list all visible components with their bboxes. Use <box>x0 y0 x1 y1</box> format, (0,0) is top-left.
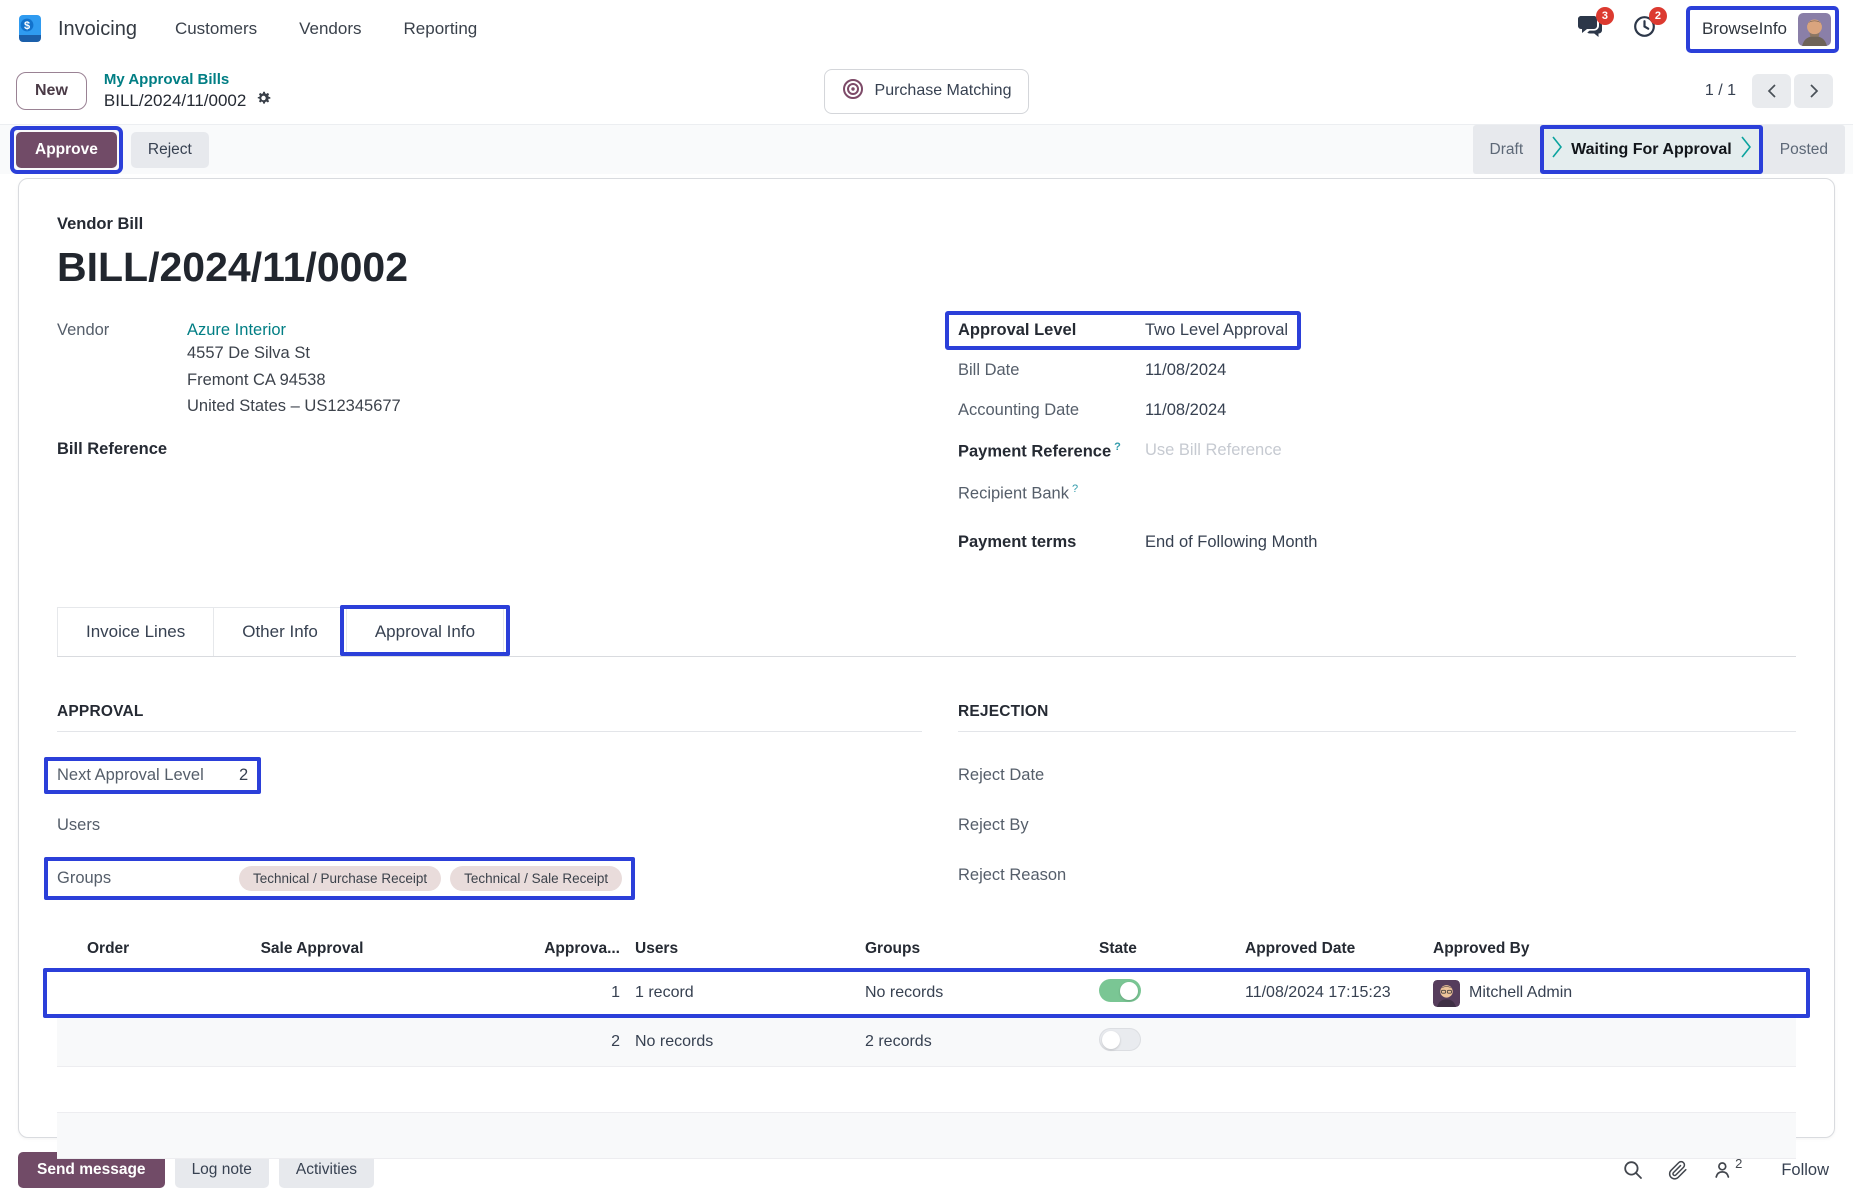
approve-button[interactable]: Approve <box>16 131 117 168</box>
payment-reference-input[interactable]: Use Bill Reference <box>1145 441 1282 459</box>
state-toggle[interactable] <box>1099 1028 1141 1051</box>
document-type-label: Vendor Bill <box>57 215 144 233</box>
user-name: BrowseInfo <box>1701 19 1787 38</box>
menu-reporting[interactable]: Reporting <box>403 19 478 38</box>
approval-section: APPROVAL Next Approval Level 2 Users Gro… <box>43 703 922 916</box>
next-approval-level-field: Next Approval Level 2 <box>43 757 262 794</box>
approved-by-name: Mitchell Admin <box>1469 984 1573 1001</box>
user-avatar <box>1798 12 1831 46</box>
payment-terms-value[interactable]: End of Following Month <box>1145 533 1318 551</box>
approval-level-field: Approval Level Two Level Approval <box>944 311 1302 350</box>
messages-badge: 3 <box>1595 7 1614 25</box>
users-label: Users <box>57 816 101 834</box>
state-toggle[interactable] <box>1099 979 1141 1002</box>
breadcrumb: My Approval Bills BILL/2024/11/0002 <box>104 70 272 113</box>
main-menu: Customers Vendors Reporting <box>175 19 477 39</box>
table-row[interactable]: 1 1 record No records 11/08/2024 17:15:2… <box>43 968 1810 1018</box>
reject-button[interactable]: Reject <box>130 131 209 168</box>
tab-approval-info[interactable]: Approval Info <box>339 605 511 656</box>
bullseye-icon <box>842 78 864 105</box>
tab-other-info[interactable]: Other Info <box>213 607 346 656</box>
pager-previous-button[interactable] <box>1752 74 1791 108</box>
group-tag: Technical / Sale Receipt <box>450 866 623 891</box>
bill-date-label: Bill Date <box>958 361 1020 379</box>
rejection-section-title: REJECTION <box>958 703 1796 732</box>
approval-section-title: APPROVAL <box>57 703 922 732</box>
svg-text:$: $ <box>24 20 30 32</box>
app-menu-invoicing[interactable]: Invoicing <box>58 17 137 40</box>
vendor-address: 4557 De Silva St Fremont CA 94538 United… <box>187 344 401 416</box>
table-row[interactable]: 2 No records 2 records <box>57 1018 1796 1067</box>
accounting-date-value[interactable]: 11/08/2024 <box>1145 401 1227 419</box>
accounting-date-label: Accounting Date <box>958 401 1080 419</box>
bill-right-column: Approval Level Two Level Approval Bill D… <box>944 311 1796 573</box>
reject-date-label: Reject Date <box>958 766 1045 784</box>
messages-button[interactable]: 3 <box>1577 7 1614 43</box>
recipient-bank-label: Recipient Bank? <box>958 482 1079 503</box>
form-sheet: Vendor Bill BILL/2024/11/0002 Vendor Azu… <box>18 178 1835 1159</box>
status-step-waiting-for-approval[interactable]: Waiting For Approval <box>1540 125 1763 174</box>
user-menu[interactable]: BrowseInfo <box>1685 5 1839 53</box>
rejection-section: REJECTION Reject Date Reject By Reject R… <box>958 703 1796 916</box>
search-messages-icon[interactable] <box>1623 1160 1643 1180</box>
activities-badge: 2 <box>1648 7 1667 25</box>
tab-invoice-lines[interactable]: Invoice Lines <box>57 607 214 656</box>
next-approval-level-value[interactable]: 2 <box>239 766 249 784</box>
table-empty-row <box>57 1067 1796 1113</box>
new-button[interactable]: New <box>16 72 87 110</box>
clock-icon <box>1633 15 1656 43</box>
purchase-matching-button[interactable]: Purchase Matching <box>823 68 1030 114</box>
pager-counter: 1 / 1 <box>1704 82 1736 99</box>
groups-label: Groups <box>57 869 112 887</box>
table-header: Order Sale Approval Approva... Users Gro… <box>57 940 1796 969</box>
next-approval-level-label: Next Approval Level <box>57 766 204 784</box>
bill-reference-label: Bill Reference <box>57 440 168 459</box>
statusbar: Draft Waiting For Approval Posted <box>1472 125 1845 174</box>
annotation-highlight: Approve <box>10 125 123 174</box>
approval-level-label: Approval Level <box>958 321 1077 339</box>
vendor-link[interactable]: Azure Interior <box>187 321 287 339</box>
bill-number-heading: BILL/2024/11/0002 <box>57 244 409 290</box>
group-tag: Technical / Purchase Receipt <box>239 866 442 891</box>
approved-by-avatar <box>1433 979 1460 1007</box>
attachments-icon[interactable] <box>1668 1160 1688 1181</box>
reject-by-label: Reject By <box>958 816 1029 834</box>
vendor-label: Vendor <box>57 321 110 339</box>
approval-lines-table: Order Sale Approval Approva... Users Gro… <box>43 940 1810 1159</box>
menu-vendors[interactable]: Vendors <box>299 19 362 38</box>
gear-icon[interactable] <box>255 89 272 112</box>
follow-button[interactable]: Follow <box>1781 1160 1829 1179</box>
table-empty-row <box>57 1113 1796 1159</box>
control-panel: New My Approval Bills BILL/2024/11/0002 … <box>0 58 1853 124</box>
chevron-right-icon <box>1552 135 1563 164</box>
help-icon[interactable]: ? <box>1114 441 1121 453</box>
top-navbar: $ Invoicing Customers Vendors Reporting … <box>0 0 1853 58</box>
chevron-right-icon <box>1741 135 1751 164</box>
pager-next-button[interactable] <box>1794 74 1833 108</box>
chat-icon <box>1577 15 1603 43</box>
payment-terms-label: Payment terms <box>958 533 1077 551</box>
status-step-draft[interactable]: Draft <box>1489 140 1524 158</box>
menu-customers[interactable]: Customers <box>174 19 258 38</box>
status-row: Approve Reject Draft Waiting For Approva… <box>0 124 1853 174</box>
approval-level-value[interactable]: Two Level Approval <box>1145 321 1289 339</box>
help-icon[interactable]: ? <box>1071 482 1079 495</box>
followers-icon[interactable]: 2 <box>1713 1156 1742 1180</box>
groups-field: Groups Technical / Purchase Receipt Tech… <box>43 857 636 900</box>
notebook-tabs: Invoice Lines Other Info Approval Info <box>57 605 1796 657</box>
reject-reason-label: Reject Reason <box>958 866 1067 884</box>
breadcrumb-parent[interactable]: My Approval Bills <box>103 70 230 88</box>
payment-reference-label: Payment Reference? <box>958 441 1121 461</box>
invoicing-app-icon[interactable]: $ <box>14 13 46 45</box>
breadcrumb-current: BILL/2024/11/0002 <box>103 90 247 110</box>
activities-button[interactable]: 2 <box>1633 7 1667 43</box>
bill-date-value[interactable]: 11/08/2024 <box>1145 361 1227 379</box>
follower-count: 2 <box>1735 1156 1743 1171</box>
status-step-posted[interactable]: Posted <box>1779 140 1828 158</box>
bill-left-column: Vendor Azure Interior 4557 De Silva St F… <box>57 321 922 573</box>
